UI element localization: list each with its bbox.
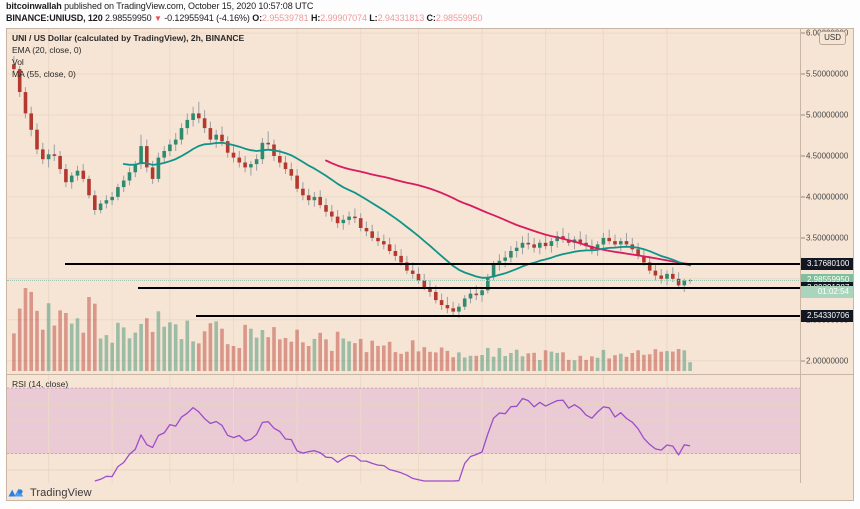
open-value: 2.95539781 [262, 13, 309, 23]
price-plot-area[interactable] [7, 29, 801, 373]
trendline-support-mid[interactable] [138, 286, 803, 289]
change-percent: (-4.16%) [216, 13, 250, 23]
price-tick-mark [801, 73, 805, 75]
high-value: 2.99907074 [320, 13, 367, 23]
volume-plot-area [7, 284, 801, 373]
author-name: bitcoinwallah [6, 1, 62, 11]
price-tick-mark [801, 114, 805, 116]
price-tick-label: 5.50000000 [806, 69, 849, 79]
volume-bars-svg [12, 288, 692, 371]
price-tick-label: 2.00000000 [806, 356, 849, 366]
price-tick-mark [801, 237, 805, 239]
price-tick-label: 3.50000000 [806, 233, 849, 243]
candlestick-svg [7, 29, 801, 373]
chart-frame[interactable]: 6.000000005.500000005.000000004.50000000… [6, 28, 854, 484]
chart-header: bitcoinwallah published on TradingView.c… [6, 1, 854, 27]
close-label: C: [426, 13, 436, 23]
price-label-support-low[interactable]: 2.54330706 [801, 310, 853, 323]
last-price: 2.98559950 [105, 13, 152, 23]
volume-pane [7, 284, 853, 373]
close-value: 2.98559950 [435, 13, 483, 23]
low-label: L: [369, 13, 378, 23]
symbol-label[interactable]: BINANCE:UNIUSD, 120 [6, 13, 103, 23]
tradingview-footer: TradingView [8, 487, 92, 499]
down-triangle-icon: ▼ [154, 14, 162, 23]
price-tick-mark [801, 196, 805, 198]
rsi-plot-area[interactable] [7, 375, 801, 484]
price-label-resistance[interactable]: 3.17680100 [801, 258, 853, 271]
published-text: published on TradingView.com, October 15… [64, 1, 314, 11]
price-tick-label: 4.50000000 [806, 151, 849, 161]
tradingview-brand: TradingView [30, 487, 92, 499]
price-tick-mark [801, 155, 805, 157]
publisher-line: bitcoinwallah published on TradingView.c… [6, 1, 313, 11]
price-pane[interactable] [7, 29, 853, 373]
symbol-ohlc-line: BINANCE:UNIUSD, 120 2.98559950 ▼ -0.1295… [6, 13, 482, 23]
low-value: 2.94331813 [377, 13, 425, 23]
price-tick-mark [801, 360, 805, 362]
trendline-resistance[interactable] [65, 263, 803, 266]
price-tick-label: 5.00000000 [806, 110, 849, 120]
currency-badge[interactable]: USD [819, 31, 846, 45]
rsi-pane[interactable]: RSI (14, close) [7, 374, 853, 484]
rsi-line-svg [7, 375, 801, 483]
high-label: H: [311, 13, 321, 23]
open-label: O: [252, 13, 263, 23]
change-absolute: -0.12955941 [164, 13, 214, 23]
rsi-axis[interactable] [800, 375, 853, 484]
countdown-timer: 01:02:54 [801, 285, 853, 298]
trendline-support-low[interactable] [196, 315, 803, 318]
current-price-dotted-line [7, 279, 803, 281]
tradingview-logo-icon [8, 488, 24, 497]
price-tick-mark [801, 32, 805, 34]
price-tick-label: 4.00000000 [806, 192, 849, 202]
time-axis[interactable] [6, 483, 854, 501]
